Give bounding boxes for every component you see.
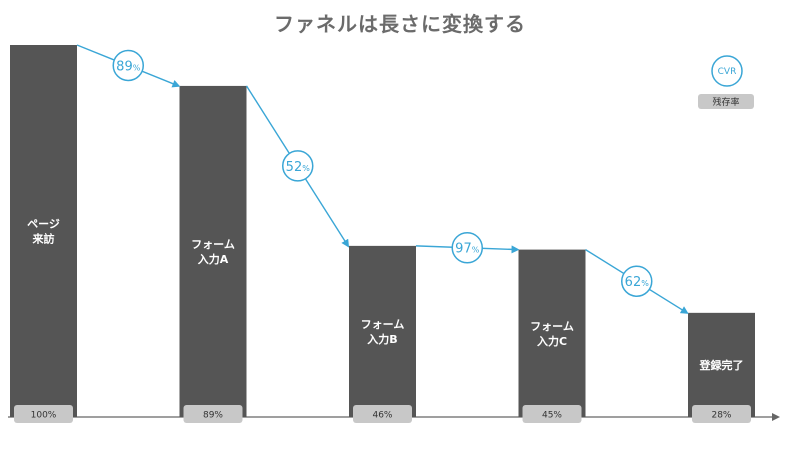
conversion-rate-circle (621, 265, 653, 297)
retention-badge-label: 28% (711, 411, 731, 421)
bar-category-label: 登録完了 (699, 358, 744, 372)
retention-badge (692, 405, 751, 423)
retention-badge (183, 405, 243, 423)
bar-category-label: ページ (27, 218, 60, 231)
retention-badge (14, 405, 73, 423)
retention-badge-label: 89% (203, 411, 223, 421)
bar-category-label: 入力B (367, 332, 397, 346)
funnel-bar (688, 312, 755, 417)
funnel-bar (179, 85, 247, 418)
chart-title: ファネルは長さに変換する (274, 12, 526, 36)
conversion-rate-circle (112, 49, 144, 82)
legend-retention-badge (698, 94, 754, 109)
retention-badge-label: 100% (31, 411, 57, 421)
retention-badge (522, 405, 582, 423)
bar-category-label: フォーム (361, 318, 405, 331)
conversion-rate-label: 97% (455, 242, 480, 257)
funnel-bar (518, 249, 586, 417)
conversion-rate-label: 62% (625, 275, 650, 290)
funnel-bar (349, 245, 416, 417)
bar-category-label: 入力A (198, 252, 229, 266)
conversion-rate-circle (282, 150, 314, 182)
retention-badge-label: 45% (542, 411, 562, 421)
conversion-rate-label: 52% (286, 160, 311, 175)
legend: CVR 残存率 (698, 55, 754, 109)
bar-category-label: フォーム (530, 320, 574, 333)
retention-badge (353, 405, 412, 423)
conversion-rate-label: 89% (116, 59, 141, 74)
legend-cvr-circle (711, 55, 743, 87)
bar-category-label: 入力C (537, 334, 567, 348)
legend-retention-label: 残存率 (712, 96, 739, 108)
retention-badge-label: 46% (372, 411, 392, 421)
bar-category-label: 来訪 (32, 232, 55, 246)
conversion-rate-circle (451, 231, 483, 264)
bar-category-label: フォーム (191, 238, 235, 251)
funnel-bar (10, 45, 77, 417)
legend-cvr-label: CVR (718, 67, 737, 77)
